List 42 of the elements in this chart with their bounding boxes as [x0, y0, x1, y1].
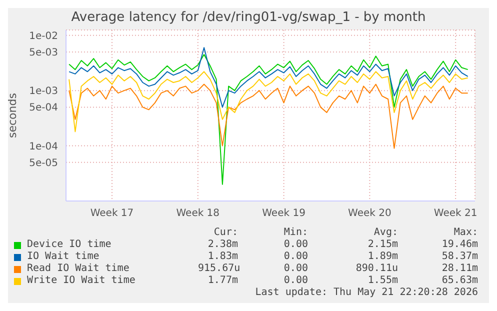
y-tick-label: 5e-03	[29, 48, 58, 59]
text: 1.77m	[206, 275, 238, 287]
x-tick-label: Week 21	[434, 208, 478, 220]
text: 2.38m	[206, 239, 238, 251]
text: 0.00	[284, 263, 308, 274]
y-tick-label: 1e-03	[29, 86, 58, 98]
legend-label: Device IO time	[27, 239, 112, 251]
line-series	[68, 54, 468, 185]
x-tick-label: Week 18	[176, 208, 220, 220]
line-series	[68, 47, 468, 108]
text: Last update: Thu May 21 22:20:28 2026	[254, 287, 478, 299]
text: 1.89m	[366, 251, 398, 263]
text: 890.11u	[354, 263, 398, 275]
x-tick-label: Week 17	[90, 208, 134, 220]
legend-label: Write IO Wait time	[27, 275, 136, 287]
text: 19.46m	[440, 239, 478, 251]
y-tick-label: 5e-04	[29, 102, 58, 114]
text: Max:	[452, 227, 478, 239]
text: 28.11m	[440, 263, 478, 275]
text: 2.15m	[366, 239, 398, 251]
legend-label: IO Wait time	[27, 251, 100, 263]
legend-label: Read IO Wait time	[27, 263, 130, 275]
text: 0.00	[282, 275, 308, 287]
text: 1.55m	[366, 275, 398, 287]
y-tick-label: 1e-04	[29, 141, 58, 152]
text: 915.67u	[198, 263, 240, 275]
text: 0.00	[282, 239, 308, 251]
y-tick-label: 1e-02	[29, 30, 58, 42]
y-tick-label: 5e-05	[29, 158, 58, 169]
x-tick-label: Week 20	[348, 208, 392, 220]
text: 0.00	[282, 251, 308, 263]
text: Avg:	[372, 227, 398, 239]
chart-title: Average latency for /dev/ring01-vg/swap_1 - by month	[70, 10, 427, 25]
x-tick-label: Week 19	[262, 208, 306, 220]
y-axis-title: seconds	[6, 92, 19, 138]
text: 58.37m	[440, 251, 478, 263]
text: 65.63m	[440, 275, 478, 287]
text: Min:	[282, 227, 308, 239]
line-series	[68, 84, 468, 149]
line-series	[68, 71, 468, 132]
text: Cur:	[212, 227, 238, 239]
text: 1.83m	[206, 251, 238, 263]
